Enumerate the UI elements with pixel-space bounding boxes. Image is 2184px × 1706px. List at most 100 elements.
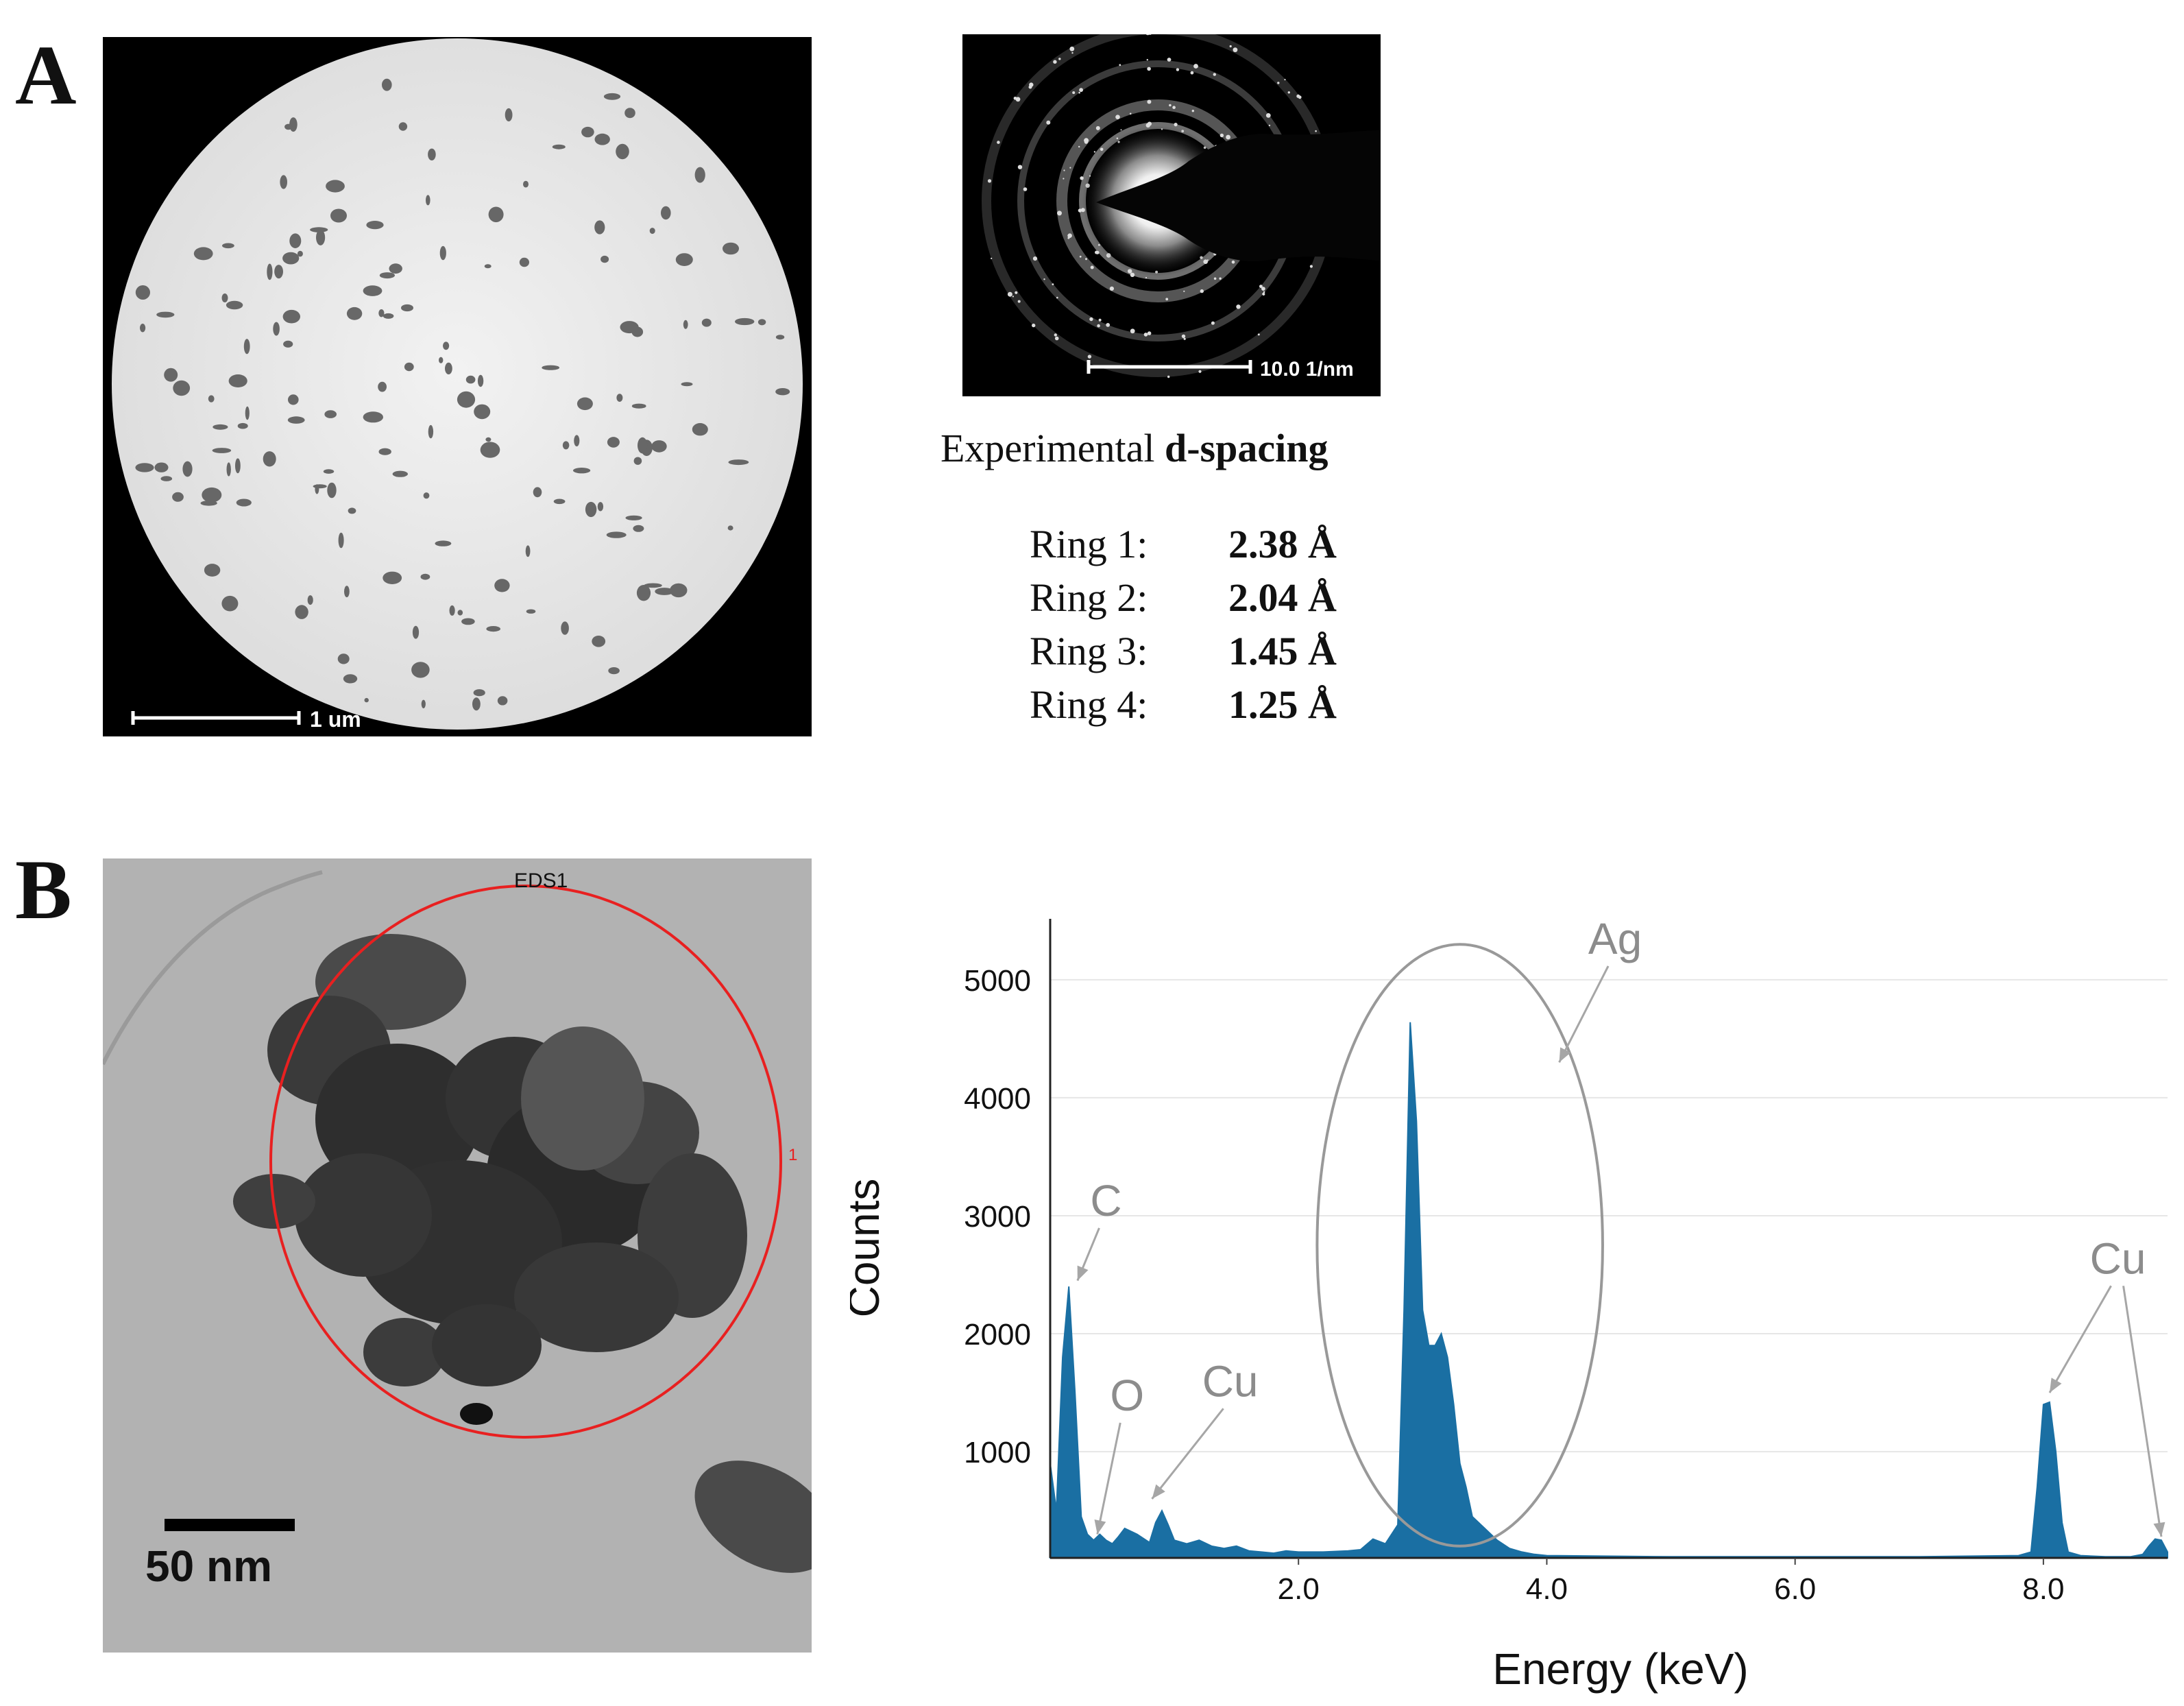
diffraction-spot [1084, 138, 1089, 143]
particle [173, 380, 191, 396]
particle [398, 122, 408, 131]
particle [461, 618, 475, 625]
tem-cluster-scalebar [165, 1519, 295, 1531]
particle [581, 126, 594, 138]
particle [426, 195, 430, 206]
particle [488, 206, 504, 223]
chart-y-axis-label: Counts [850, 1179, 888, 1318]
diffraction-spot [1095, 125, 1100, 130]
y-tick-label: 5000 [964, 964, 1031, 998]
particle [228, 374, 247, 387]
diffraction-spot [1054, 336, 1059, 341]
particle [728, 459, 749, 466]
diffraction-spot [1145, 276, 1148, 279]
diffraction-spot [1213, 277, 1217, 280]
particle [295, 605, 308, 619]
particle [457, 610, 463, 616]
ring-value: 1.45 Å [1228, 629, 1337, 673]
diffraction-spot [1079, 255, 1082, 258]
particle [519, 257, 530, 267]
chart-x-axis-label: Energy (keV) [1492, 1644, 1748, 1694]
diffraction-spot [1080, 176, 1084, 180]
particle [675, 253, 693, 266]
particle [280, 175, 288, 189]
diffraction-spot [1190, 71, 1194, 75]
diffraction-spot [1078, 91, 1080, 94]
particle [287, 416, 305, 424]
diffraction-spot [1007, 291, 1012, 297]
ring-row: Ring 4: 1.25 Å [1030, 682, 1441, 734]
particle [383, 571, 402, 584]
diffraction-spot [1043, 278, 1045, 280]
particle [594, 220, 605, 235]
particle [533, 487, 542, 498]
particle [603, 93, 621, 100]
particle [477, 374, 484, 387]
diffraction-spot [997, 141, 1000, 144]
particle [542, 365, 560, 370]
diffraction-spot [1148, 34, 1152, 35]
diffraction-spot [987, 179, 992, 183]
particle [616, 143, 629, 160]
particle [327, 482, 337, 498]
particle [553, 498, 566, 505]
diffraction-spot [1181, 334, 1186, 339]
particle [636, 585, 651, 601]
particle [439, 245, 446, 261]
diffraction-spot [1219, 277, 1222, 280]
diffraction-spot [1106, 323, 1111, 327]
ring-value: 1.25 Å [1228, 682, 1337, 727]
diffraction-spot [1090, 265, 1094, 269]
diffraction-spot [1169, 104, 1172, 107]
particle [237, 422, 248, 429]
particle [235, 458, 241, 474]
eds-region-circle [269, 885, 782, 1439]
particle [330, 208, 347, 223]
particle [135, 463, 154, 472]
particle [346, 307, 363, 320]
particle [428, 424, 434, 439]
particle [649, 228, 655, 235]
diffraction-spot [1130, 328, 1135, 334]
particle [364, 697, 369, 703]
particle [344, 586, 350, 598]
particle [401, 304, 413, 312]
particle [661, 206, 671, 220]
diffraction-spot [1098, 318, 1102, 322]
annotation-arrowhead [1559, 1047, 1571, 1063]
diffraction-spot [1097, 324, 1100, 328]
ring-label: Ring 3: [1030, 629, 1148, 673]
diffraction-spot [1046, 120, 1051, 125]
particle [445, 362, 452, 374]
diffraction-spot [1211, 321, 1215, 325]
particle [484, 264, 492, 269]
eds-region-label: EDS1 [514, 869, 568, 892]
diffraction-spot [1200, 289, 1204, 293]
diffraction-spot [1078, 145, 1080, 148]
diffraction-spot [1063, 169, 1065, 171]
chart-axes [1049, 919, 2168, 1559]
d-spacing-title: Experimental d-spacing [941, 426, 1328, 470]
diffraction-spot [1017, 165, 1023, 169]
particle [701, 318, 712, 327]
diffraction-spot [1032, 256, 1038, 261]
particle [202, 487, 222, 503]
particle [573, 468, 591, 474]
diffraction-spot [1093, 151, 1096, 153]
diffraction-spot [1052, 283, 1054, 285]
diffraction-spot [1015, 291, 1018, 294]
eds-region-marker: 1 [788, 1146, 797, 1164]
diffraction-spot [1129, 112, 1132, 115]
particle [633, 457, 642, 465]
particle [631, 403, 646, 409]
grid-hole [112, 38, 803, 730]
particle [607, 437, 620, 448]
diffraction-spot [1147, 67, 1151, 71]
particle [324, 410, 337, 418]
diffraction-spot [1198, 370, 1202, 373]
particle [577, 397, 593, 411]
diffraction-spot [1172, 106, 1176, 109]
particle [297, 250, 303, 257]
particle [288, 394, 299, 405]
diffraction-spot [1029, 82, 1034, 87]
